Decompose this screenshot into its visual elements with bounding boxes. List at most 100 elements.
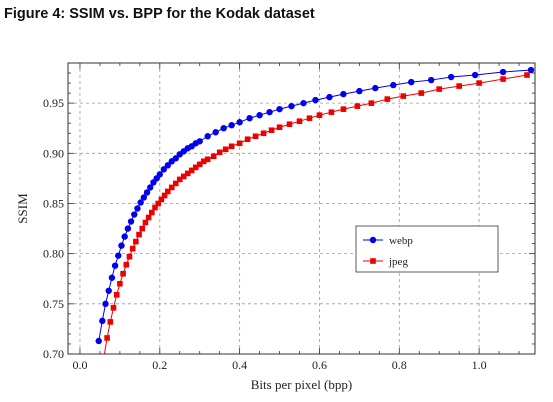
webp-point xyxy=(115,252,122,259)
jpeg-point xyxy=(180,173,187,180)
webp-point xyxy=(121,233,128,240)
jpeg-point xyxy=(172,180,179,187)
jpeg-point xyxy=(142,219,149,226)
webp-point xyxy=(127,218,135,225)
webp-point xyxy=(164,162,171,169)
x-tick-label: 0.8 xyxy=(392,358,407,372)
y-tick-label: 0.75 xyxy=(43,297,64,311)
jpeg-point xyxy=(216,149,223,156)
webp-point xyxy=(131,211,138,218)
y-tick-label: 0.80 xyxy=(43,247,64,261)
jpeg-point xyxy=(152,204,158,211)
webp-point xyxy=(356,87,363,95)
jpeg-point xyxy=(164,188,171,195)
y-tick-label: 0.70 xyxy=(43,347,64,361)
webp-point xyxy=(527,66,535,74)
jpeg-point xyxy=(400,93,407,99)
legend: webp jpeg xyxy=(355,225,499,273)
webp-point xyxy=(300,99,307,107)
jpeg-point xyxy=(204,156,211,163)
webp-point xyxy=(160,166,167,173)
webp-point xyxy=(143,189,151,196)
figure-title: Figure 4: SSIM vs. BPP for the Kodak dat… xyxy=(4,6,315,22)
webp-point xyxy=(212,129,219,136)
y-tick-label: 0.95 xyxy=(43,96,64,110)
plot-frame xyxy=(67,62,536,355)
jpeg-point xyxy=(168,184,175,191)
jpeg-point xyxy=(158,196,165,203)
jpeg-point xyxy=(136,231,142,238)
legend-marker xyxy=(370,258,376,264)
jpeg-point xyxy=(101,354,107,360)
y-tick-label: 0.85 xyxy=(43,196,64,210)
webp-point xyxy=(99,317,106,325)
webp-point xyxy=(156,171,164,178)
jpeg-point xyxy=(500,76,506,82)
jpeg-point xyxy=(276,124,283,131)
webp-point xyxy=(102,300,109,308)
webp-point xyxy=(326,93,333,101)
jpeg-point xyxy=(110,305,117,311)
webp-point xyxy=(137,199,144,206)
jpeg-point xyxy=(328,109,335,115)
webp-point xyxy=(471,71,479,79)
webp-point xyxy=(140,194,148,201)
webp-point xyxy=(124,225,132,232)
webp-point xyxy=(312,96,319,104)
jpeg-point xyxy=(155,200,162,207)
jpeg-point xyxy=(129,245,136,252)
jpeg-point xyxy=(296,118,303,124)
jpeg-point xyxy=(306,115,313,121)
jpeg-point xyxy=(113,291,120,298)
webp-point xyxy=(236,119,243,126)
jpeg-line xyxy=(103,74,528,354)
webp-point xyxy=(147,184,154,191)
webp-point xyxy=(340,90,347,98)
webp-point xyxy=(228,122,235,129)
webp-point xyxy=(390,81,397,89)
jpeg-point xyxy=(107,319,114,325)
webp-point xyxy=(256,111,263,119)
jpeg-point xyxy=(176,176,183,183)
plot-border xyxy=(67,62,536,355)
jpeg-point xyxy=(228,143,235,150)
x-tick-label: 0.2 xyxy=(152,358,167,372)
jpeg-point xyxy=(133,238,139,245)
webp-point xyxy=(172,155,179,162)
jpeg-point xyxy=(244,136,251,143)
jpeg-point xyxy=(384,96,391,102)
jpeg-point xyxy=(184,170,191,177)
webp-point xyxy=(105,287,112,294)
legend-marker xyxy=(369,236,377,244)
webp-point xyxy=(499,68,507,76)
webp-point xyxy=(266,108,273,116)
webp-point xyxy=(111,262,119,269)
webp-point xyxy=(204,133,211,140)
webp-point xyxy=(447,73,455,81)
legend-box xyxy=(355,225,499,273)
legend-entry-jpeg: jpeg xyxy=(363,256,408,268)
jpeg-point xyxy=(476,80,482,86)
webp-point xyxy=(108,274,116,281)
jpeg-point xyxy=(117,280,123,287)
webp-line xyxy=(98,69,532,342)
x-tick-label: 0.4 xyxy=(232,358,247,372)
jpeg-point xyxy=(126,253,133,260)
legend-label: jpeg xyxy=(388,256,408,268)
jpeg-point xyxy=(354,103,361,109)
jpeg-point xyxy=(268,127,275,134)
jpeg-series xyxy=(101,72,530,360)
jpeg-point xyxy=(123,261,130,268)
webp-point xyxy=(288,102,295,110)
jpeg-point xyxy=(316,112,323,118)
webp-point xyxy=(196,138,203,145)
webp-point xyxy=(118,242,125,249)
jpeg-point xyxy=(149,209,155,216)
legend-entry-webp: webp xyxy=(363,235,413,247)
webp-point xyxy=(408,78,415,86)
y-tick-label: 0.90 xyxy=(43,146,64,160)
jpeg-point xyxy=(436,86,443,92)
jpeg-point xyxy=(139,225,146,232)
webp-point xyxy=(372,84,379,92)
